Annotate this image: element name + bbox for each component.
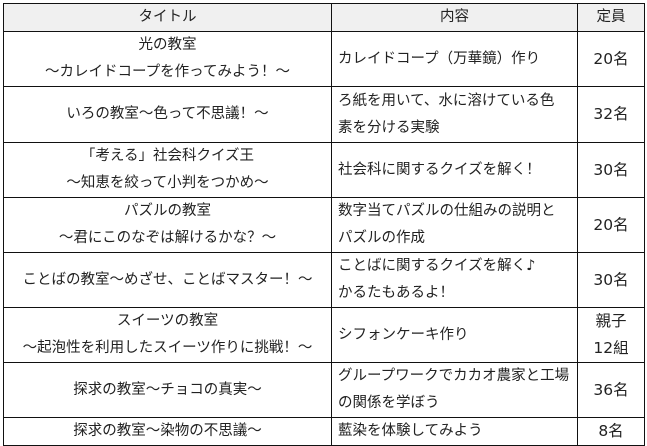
content-text: 社会科に関するクイズを解く！ xyxy=(338,161,541,178)
content-text: グループワークでカカオ農家と工場 xyxy=(338,368,570,384)
content-text: ろ紙を用いて、水に溶けている色 xyxy=(338,92,555,109)
content-text: の関係を学ぼう xyxy=(338,395,440,411)
content-text: ことばに関するクイズを解く♪ xyxy=(338,258,536,274)
header-content: 内容 xyxy=(331,3,578,32)
title-text: ～カレイドコープを作ってみよう！～ xyxy=(45,64,290,80)
cell-title: いろの教室～色って不思議！～ xyxy=(3,86,332,143)
cell-content: 数字当てパズルの仕組みの説明と パズルの作成 xyxy=(331,197,578,253)
title-text: 光の教室 xyxy=(138,37,197,53)
content-text: 素を分ける実験 xyxy=(338,119,440,136)
content-text: かるたもあるよ！ xyxy=(338,285,454,301)
table-row: パズルの教室 ～君にこのなぞは解けるかな？～ 数字当てパズルの仕組みの説明と パズルの… xyxy=(3,197,645,253)
capacity-text: 32名 xyxy=(593,105,629,123)
title-text: ～起泡性を利用したスイーツ作りに挑戦！～ xyxy=(22,340,313,356)
title-text: いろの教室～色って不思議！～ xyxy=(66,106,269,122)
capacity-text: 20名 xyxy=(593,49,629,68)
header-capacity: 定員 xyxy=(577,3,645,32)
cell-content: ことばに関するクイズを解く♪ かるたもあるよ！ xyxy=(331,252,578,308)
cell-title: 光の教室 ～カレイドコープを作ってみよう！～ xyxy=(3,31,332,87)
cell-capacity: 36名 xyxy=(577,362,645,418)
capacity-text: 20名 xyxy=(593,215,629,234)
table-row: 探求の教室～染物の不思議～ 藍染を体験してみよう 8名 xyxy=(3,417,645,446)
table-row: いろの教室～色って不思議！～ ろ紙を用いて、水に溶けている色 素を分ける実験 32名 xyxy=(3,86,645,143)
cell-capacity: 8名 xyxy=(577,417,645,446)
cell-title: 探求の教室～染物の不思議～ xyxy=(3,417,332,446)
capacity-text: 親子 xyxy=(595,312,627,330)
title-text: スイーツの教室 xyxy=(116,313,219,329)
content-text: カレイドコープ（万華鏡）作り xyxy=(338,50,541,67)
content-text: シフォンケーキ作り xyxy=(338,326,469,343)
table-row: ことばの教室～めざせ、ことばマスター！～ ことばに関するクイズを解く♪ かるたもある… xyxy=(3,252,645,308)
cell-title: ことばの教室～めざせ、ことばマスター！～ xyxy=(3,252,332,308)
content-text: 藍染を体験してみよう xyxy=(338,423,483,439)
table-row: 光の教室 ～カレイドコープを作ってみよう！～ カレイドコープ（万華鏡）作り 20名 xyxy=(3,31,645,87)
cell-capacity: 30名 xyxy=(577,252,645,308)
header-title: タイトル xyxy=(3,3,332,32)
capacity-text: 8名 xyxy=(598,422,624,440)
capacity-text: 30名 xyxy=(593,270,629,289)
title-text: 探求の教室～染物の不思議～ xyxy=(73,423,262,439)
cell-content: ろ紙を用いて、水に溶けている色 素を分ける実験 xyxy=(331,86,578,143)
cell-title: 「考える」社会科クイズ王 ～知恵を絞って小判をつかめ～ xyxy=(3,142,332,198)
cell-title: 探求の教室～チョコの真実～ xyxy=(3,362,332,418)
capacity-text: 12組 xyxy=(593,339,629,357)
capacity-text: 30名 xyxy=(593,160,629,179)
cell-title: パズルの教室 ～君にこのなぞは解けるかな？～ xyxy=(3,197,332,253)
cell-capacity: 20名 xyxy=(577,197,645,253)
cell-capacity: 30名 xyxy=(577,142,645,198)
table-row: スイーツの教室 ～起泡性を利用したスイーツ作りに挑戦！～ シフォンケーキ作り 親子 12… xyxy=(3,307,645,363)
title-text: ～君にこのなぞは解けるかな？～ xyxy=(58,230,277,246)
title-text: 「考える」社会科クイズ王 xyxy=(80,148,255,164)
header-row: タイトル 内容 定員 xyxy=(3,3,645,32)
cell-content: シフォンケーキ作り xyxy=(331,307,578,363)
cell-title: スイーツの教室 ～起泡性を利用したスイーツ作りに挑戦！～ xyxy=(3,307,332,363)
cell-content: 藍染を体験してみよう xyxy=(331,417,578,446)
cell-capacity: 32名 xyxy=(577,86,645,143)
title-text: 探求の教室～チョコの真実～ xyxy=(73,381,262,398)
capacity-text: 36名 xyxy=(593,380,629,399)
cell-capacity: 20名 xyxy=(577,31,645,87)
title-text: パズルの教室 xyxy=(124,203,211,219)
cell-content: グループワークでカカオ農家と工場 の関係を学ぼう xyxy=(331,362,578,418)
cell-capacity: 親子 12組 xyxy=(577,307,645,363)
content-text: 数字当てパズルの仕組みの説明と xyxy=(338,203,556,219)
cell-content: 社会科に関するクイズを解く！ xyxy=(331,142,578,198)
table-row: 「考える」社会科クイズ王 ～知恵を絞って小判をつかめ～ 社会科に関するクイズを解く！… xyxy=(3,142,645,198)
cell-content: カレイドコープ（万華鏡）作り xyxy=(331,31,578,87)
table-row: 探求の教室～チョコの真実～ グループワークでカカオ農家と工場 の関係を学ぼう 36名 xyxy=(3,362,645,418)
content-text: パズルの作成 xyxy=(338,230,425,246)
title-text: ～知恵を絞って小判をつかめ～ xyxy=(66,175,269,191)
title-text: ことばの教室～めざせ、ことばマスター！～ xyxy=(22,271,313,288)
classes-table: タイトル 内容 定員 光の教室 ～カレイドコープを作ってみよう！～ カレイドコープ（… xyxy=(3,3,645,446)
